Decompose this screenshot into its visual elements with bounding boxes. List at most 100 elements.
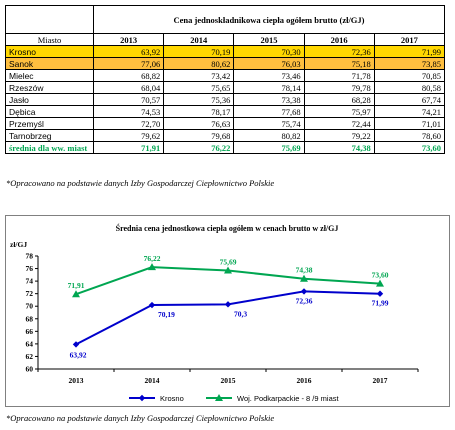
y-axis-unit-label: zł/GJ bbox=[10, 240, 27, 249]
price-cell: 63,92 bbox=[92, 45, 165, 58]
price-cell: 68,28 bbox=[303, 93, 375, 106]
data-label: 75,69 bbox=[220, 258, 237, 267]
price-cell: 80,82 bbox=[233, 129, 305, 142]
price-cell: 67,74 bbox=[373, 93, 446, 106]
year-header: 2014 bbox=[163, 33, 235, 46]
price-cell: 71,99 bbox=[373, 45, 446, 58]
chart-axes: 60 62 64 66 68 70 72 74 76 78 2013 2014 2015 2016 2017 bbox=[26, 252, 419, 385]
table-row: Sanok 77,06 80,62 76,03 75,18 73,85 bbox=[5, 57, 446, 70]
data-label: 72,36 bbox=[296, 296, 313, 305]
price-cell: 70,19 bbox=[163, 45, 235, 58]
y-tick-label: 66 bbox=[26, 327, 34, 336]
price-cell: 75,74 bbox=[233, 117, 305, 130]
year-header: 2015 bbox=[233, 33, 305, 46]
data-point-diamond bbox=[300, 288, 308, 295]
year-header: 2016 bbox=[303, 33, 375, 46]
data-point-triangle bbox=[376, 279, 384, 287]
chart-canvas: Średnia cena jednostkowa ciepła ogółem w… bbox=[10, 223, 419, 403]
price-cell: 78,14 bbox=[233, 81, 305, 94]
data-label: 63,92 bbox=[70, 350, 87, 359]
city-column-header: Miasto bbox=[5, 33, 94, 46]
table-corner-cell bbox=[5, 5, 94, 34]
source-note: *Opracowano na podstawie danych Izby Gos… bbox=[6, 178, 275, 188]
line-chart: Średnia cena jednostkowa ciepła ogółem w… bbox=[5, 215, 450, 407]
y-tick-label: 70 bbox=[26, 302, 34, 311]
city-cell: Tarnobrzeg bbox=[5, 129, 94, 142]
table-row: Jasło 70,57 75,36 73,38 68,28 67,74 bbox=[5, 93, 446, 106]
table-row: Przemyśl 72,70 76,63 75,74 72,44 71,01 bbox=[5, 117, 446, 130]
data-point-triangle bbox=[148, 263, 156, 271]
y-tick-label: 60 bbox=[26, 365, 34, 374]
y-tick-label: 62 bbox=[26, 352, 34, 361]
city-cell: Rzeszów bbox=[5, 81, 94, 94]
data-label: 70,19 bbox=[158, 310, 175, 319]
data-label: 74,38 bbox=[296, 266, 313, 275]
data-point-diamond bbox=[376, 290, 384, 297]
price-cell: 70,30 bbox=[233, 45, 305, 58]
city-cell: Mielec bbox=[5, 69, 94, 82]
price-cell: 73,38 bbox=[233, 93, 305, 106]
price-cell: 80,62 bbox=[163, 57, 235, 70]
average-cell: 73,60 bbox=[373, 141, 446, 154]
data-point-diamond bbox=[138, 394, 146, 402]
data-label: 71,91 bbox=[68, 281, 85, 290]
x-tick-label: 2015 bbox=[221, 376, 236, 385]
chart-legend: Krosno Woj. Podkarpackie - 8 /9 miast bbox=[129, 394, 339, 403]
y-tick-label: 68 bbox=[26, 314, 34, 323]
x-tick-label: 2016 bbox=[297, 376, 312, 385]
price-cell: 77,06 bbox=[92, 57, 165, 70]
average-label-cell: średnia dla ww. miast bbox=[5, 141, 94, 154]
price-cell: 72,70 bbox=[92, 117, 165, 130]
data-point-triangle bbox=[224, 266, 232, 274]
price-cell: 77,68 bbox=[233, 105, 305, 118]
price-cell: 73,85 bbox=[373, 57, 446, 70]
y-tick-label: 76 bbox=[26, 264, 34, 273]
price-cell: 71,01 bbox=[373, 117, 446, 130]
city-cell: Dębica bbox=[5, 105, 94, 118]
average-cell: 76,22 bbox=[163, 141, 235, 154]
price-cell: 79,22 bbox=[303, 129, 375, 142]
average-cell: 74,38 bbox=[303, 141, 375, 154]
price-cell: 70,85 bbox=[373, 69, 446, 82]
series-line bbox=[75, 290, 381, 346]
average-cell: 71,91 bbox=[92, 141, 165, 154]
source-note: *Opracowano na podstawie danych Izby Gos… bbox=[6, 413, 275, 423]
price-table: Cena jednoskładnikowa ciepła ogółem brut… bbox=[5, 5, 446, 154]
price-cell: 72,36 bbox=[303, 45, 375, 58]
data-point-triangle bbox=[300, 274, 308, 282]
city-cell: Krosno bbox=[5, 45, 94, 58]
price-cell: 71,78 bbox=[303, 69, 375, 82]
year-header: 2013 bbox=[92, 33, 165, 46]
price-cell: 75,36 bbox=[163, 93, 235, 106]
data-label: 73,60 bbox=[372, 271, 389, 280]
price-cell: 75,97 bbox=[303, 105, 375, 118]
city-cell: Sanok bbox=[5, 57, 94, 70]
y-tick-label: 64 bbox=[26, 339, 34, 348]
table-row: Mielec 68,82 73,42 73,46 71,78 70,85 bbox=[5, 69, 446, 82]
chart-series: 63,92 70,19 70,3 72,36 71,99 71,91 76,22 75,69 7… bbox=[68, 254, 389, 359]
price-cell: 73,42 bbox=[163, 69, 235, 82]
year-header: 2017 bbox=[373, 33, 446, 46]
price-cell: 75,65 bbox=[163, 81, 235, 94]
y-tick-label: 74 bbox=[26, 277, 34, 286]
price-cell: 79,62 bbox=[92, 129, 165, 142]
table-row: Rzeszów 68,04 75,65 78,14 79,78 80,58 bbox=[5, 81, 446, 94]
price-cell: 68,04 bbox=[92, 81, 165, 94]
data-point-diamond bbox=[72, 341, 80, 348]
price-cell: 76,63 bbox=[163, 117, 235, 130]
price-cell: 79,68 bbox=[163, 129, 235, 142]
chart-title: Średnia cena jednostkowa ciepła ogółem w… bbox=[116, 223, 339, 233]
x-tick-label: 2013 bbox=[69, 376, 84, 385]
price-cell: 73,46 bbox=[233, 69, 305, 82]
city-cell: Przemyśl bbox=[5, 117, 94, 130]
price-cell: 68,82 bbox=[92, 69, 165, 82]
average-cell: 75,69 bbox=[233, 141, 305, 154]
price-cell: 75,18 bbox=[303, 57, 375, 70]
price-cell: 78,17 bbox=[163, 105, 235, 118]
data-label: 71,99 bbox=[372, 299, 389, 308]
price-cell: 78,60 bbox=[373, 129, 446, 142]
y-tick-label: 78 bbox=[26, 252, 34, 261]
table-row: Krosno 63,92 70,19 70,30 72,36 71,99 bbox=[5, 45, 446, 58]
price-cell: 74,53 bbox=[92, 105, 165, 118]
data-point-triangle bbox=[215, 394, 223, 401]
